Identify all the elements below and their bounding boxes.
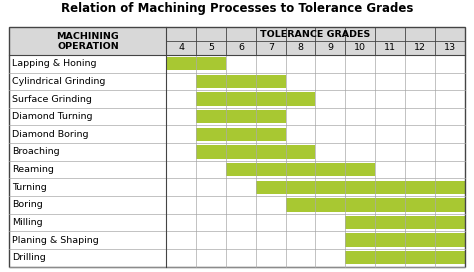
Text: Milling: Milling: [12, 218, 43, 227]
Text: Turning: Turning: [12, 183, 46, 192]
Text: 6: 6: [238, 43, 244, 52]
Bar: [196, 92, 316, 106]
Bar: [375, 41, 405, 55]
Text: Drilling: Drilling: [12, 253, 46, 262]
Bar: [196, 41, 226, 55]
Text: 8: 8: [298, 43, 303, 52]
Bar: [196, 145, 316, 159]
Text: 10: 10: [354, 43, 366, 52]
Bar: [166, 27, 465, 41]
Bar: [286, 41, 316, 55]
Text: Broaching: Broaching: [12, 147, 59, 156]
Text: Lapping & Honing: Lapping & Honing: [12, 59, 96, 68]
Bar: [405, 41, 435, 55]
Text: Planing & Shaping: Planing & Shaping: [12, 236, 99, 245]
Text: 7: 7: [268, 43, 274, 52]
Text: Surface Grinding: Surface Grinding: [12, 95, 92, 104]
Text: Diamond Boring: Diamond Boring: [12, 130, 88, 139]
Bar: [345, 233, 465, 247]
Bar: [345, 216, 465, 229]
Text: 5: 5: [208, 43, 214, 52]
Text: 11: 11: [384, 43, 396, 52]
Bar: [9, 27, 166, 55]
Bar: [166, 57, 226, 70]
Text: 9: 9: [328, 43, 333, 52]
Text: Diamond Turning: Diamond Turning: [12, 112, 92, 121]
Text: Reaming: Reaming: [12, 165, 54, 174]
Bar: [196, 75, 286, 88]
Text: TOLERANCE GRADES: TOLERANCE GRADES: [260, 30, 371, 39]
Text: 4: 4: [178, 43, 184, 52]
Bar: [226, 41, 256, 55]
Text: 13: 13: [444, 43, 456, 52]
Bar: [166, 41, 196, 55]
Bar: [345, 41, 375, 55]
Bar: [196, 128, 286, 141]
Bar: [226, 163, 375, 176]
Bar: [286, 198, 465, 212]
Text: Relation of Machining Processes to Tolerance Grades: Relation of Machining Processes to Toler…: [61, 2, 413, 15]
Bar: [196, 110, 286, 123]
Bar: [256, 181, 465, 194]
Text: MACHINING
OPERATION: MACHINING OPERATION: [56, 32, 119, 51]
Bar: [435, 41, 465, 55]
Bar: [256, 41, 286, 55]
Text: Cylindrical Grinding: Cylindrical Grinding: [12, 77, 105, 86]
Text: 12: 12: [414, 43, 426, 52]
Bar: [316, 41, 345, 55]
Text: Boring: Boring: [12, 200, 43, 209]
Bar: [345, 251, 465, 264]
Bar: [9, 27, 465, 267]
